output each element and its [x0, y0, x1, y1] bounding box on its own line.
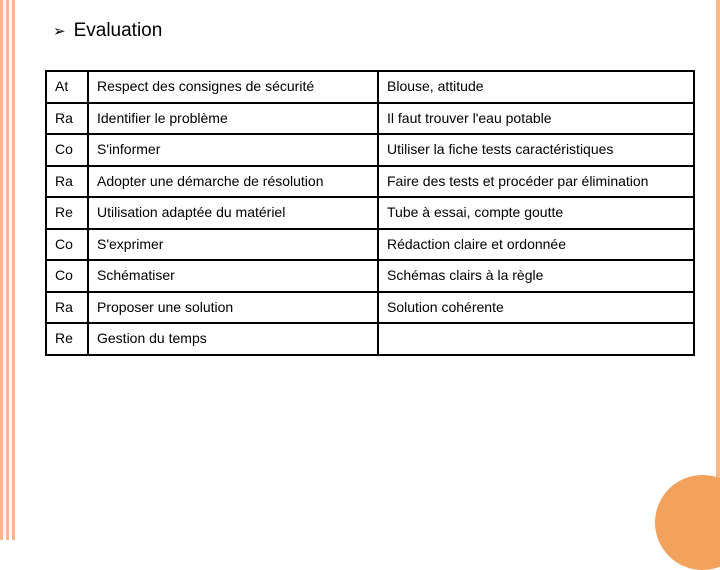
cell-code: Ra	[46, 292, 88, 324]
table-row: ReGestion du temps	[46, 323, 694, 355]
cell-comment: Solution cohérente	[378, 292, 694, 324]
cell-code: Re	[46, 197, 88, 229]
cell-comment: Il faut trouver l'eau potable	[378, 103, 694, 135]
cell-description: S'informer	[88, 134, 378, 166]
slide-content: ➢ Evaluation AtRespect des consignes de …	[20, 0, 710, 540]
table-row: CoS'informerUtiliser la fiche tests cara…	[46, 134, 694, 166]
cell-code: Re	[46, 323, 88, 355]
cell-comment: Faire des tests et procéder par éliminat…	[378, 166, 694, 198]
bullet-arrow-icon: ➢	[53, 22, 66, 40]
table-row: RaProposer une solutionSolution cohérent…	[46, 292, 694, 324]
cell-description: Respect des consignes de sécurité	[88, 71, 378, 103]
table-body: AtRespect des consignes de sécuritéBlous…	[46, 71, 694, 355]
cell-code: Co	[46, 229, 88, 261]
cell-description: Schématiser	[88, 260, 378, 292]
table-row: ReUtilisation adaptée du matérielTube à …	[46, 197, 694, 229]
table-row: AtRespect des consignes de sécuritéBlous…	[46, 71, 694, 103]
cell-description: Adopter une démarche de résolution	[88, 166, 378, 198]
table-row: CoS'exprimerRédaction claire et ordonnée	[46, 229, 694, 261]
cell-code: Ra	[46, 103, 88, 135]
cell-comment	[378, 323, 694, 355]
cell-comment: Schémas clairs à la règle	[378, 260, 694, 292]
table-row: CoSchématiserSchémas clairs à la règle	[46, 260, 694, 292]
cell-comment: Blouse, attitude	[378, 71, 694, 103]
cell-code: Co	[46, 260, 88, 292]
left-decorative-bars	[0, 0, 15, 540]
cell-description: Utilisation adaptée du matériel	[88, 197, 378, 229]
cell-description: Proposer une solution	[88, 292, 378, 324]
table-row: RaAdopter une démarche de résolutionFair…	[46, 166, 694, 198]
cell-comment: Tube à essai, compte goutte	[378, 197, 694, 229]
table-row: RaIdentifier le problèmeIl faut trouver …	[46, 103, 694, 135]
cell-description: S'exprimer	[88, 229, 378, 261]
slide-heading: ➢ Evaluation	[45, 20, 695, 42]
cell-comment: Rédaction claire et ordonnée	[378, 229, 694, 261]
cell-code: At	[46, 71, 88, 103]
cell-description: Gestion du temps	[88, 323, 378, 355]
cell-code: Ra	[46, 166, 88, 198]
heading-text: Evaluation	[74, 20, 163, 42]
cell-comment: Utiliser la fiche tests caractéristiques	[378, 134, 694, 166]
bar-stripe	[12, 0, 15, 540]
cell-description: Identifier le problème	[88, 103, 378, 135]
cell-code: Co	[46, 134, 88, 166]
evaluation-table: AtRespect des consignes de sécuritéBlous…	[45, 70, 695, 356]
right-decorative-bar	[716, 0, 720, 540]
